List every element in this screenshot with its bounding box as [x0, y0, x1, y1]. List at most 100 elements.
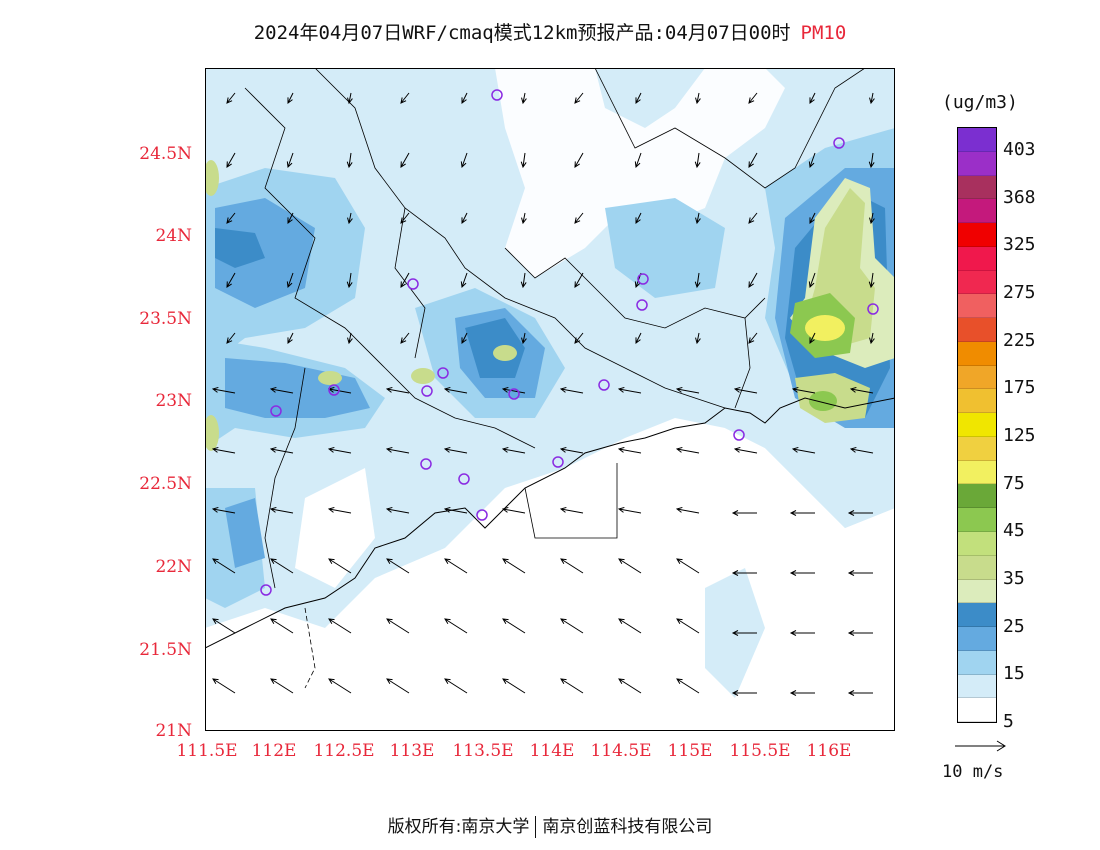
- colorbar-swatch: [958, 270, 996, 295]
- wind-arrow: [868, 152, 875, 169]
- wind-arrow: [789, 510, 815, 516]
- wind-arrow: [675, 506, 700, 514]
- wind-arrow: [444, 678, 468, 694]
- wind-arrow: [461, 92, 468, 105]
- wind-arrows: [211, 92, 875, 696]
- wind-arrow: [212, 558, 236, 574]
- footer-separator: [535, 816, 537, 838]
- wind-arrow: [559, 386, 584, 394]
- colorbar-swatch: [958, 341, 996, 366]
- wind-arrow: [808, 272, 816, 289]
- wind-arrow: [269, 446, 294, 454]
- wind-arrow: [733, 386, 758, 394]
- wind-arrow: [287, 92, 294, 105]
- wind-arrow: [809, 212, 816, 224]
- boundary-6: [264, 367, 306, 589]
- colorbar-label: 25: [1003, 615, 1025, 637]
- wind-arrow: [270, 558, 294, 574]
- station-marker: [598, 379, 610, 391]
- wind-arrow: [574, 332, 584, 344]
- wind-arrow: [521, 332, 527, 345]
- colorbar-label: 368: [1003, 186, 1036, 208]
- station-marker: [328, 384, 340, 396]
- wind-arrow: [676, 558, 700, 574]
- wind-reference-label: 10 m/s: [942, 762, 1004, 782]
- wind-arrow: [617, 386, 642, 394]
- wind-reference-arrow: [955, 740, 1006, 752]
- wind-arrow: [328, 618, 352, 634]
- light-blue-north-east: [605, 198, 725, 298]
- lon-label: 116E: [806, 741, 852, 761]
- wind-arrow: [809, 92, 816, 105]
- station-marker: [270, 405, 282, 417]
- wind-arrow: [347, 212, 353, 225]
- clear-patch-west: [295, 468, 375, 588]
- pm10-concentration-map: [205, 68, 895, 731]
- wind-arrow: [694, 152, 701, 169]
- clear-region-north: [495, 68, 785, 278]
- wind-arrow: [748, 212, 758, 224]
- lon-label: 115E: [667, 741, 713, 761]
- wind-arrow: [731, 690, 757, 696]
- wind-arrow: [676, 618, 700, 634]
- wind-arrow: [520, 272, 527, 289]
- wind-arrow: [521, 92, 527, 105]
- colorbar-swatch: [958, 460, 996, 485]
- wind-arrow: [695, 332, 701, 345]
- green-core-east-south: [809, 391, 837, 411]
- wind-arrow: [501, 446, 526, 454]
- station-marker: [421, 385, 433, 397]
- wind-arrow: [347, 332, 353, 345]
- wind-arrow: [346, 272, 353, 289]
- wind-arrow: [385, 446, 410, 454]
- wind-arrow: [502, 558, 526, 574]
- station-marker: [458, 473, 470, 485]
- wind-arrow: [574, 272, 584, 288]
- wind-arrow: [694, 272, 701, 289]
- wind-arrow: [287, 332, 294, 344]
- wind-arrow: [789, 690, 815, 696]
- wind-arrow: [731, 630, 757, 636]
- colorbar-label: 325: [1003, 234, 1036, 256]
- footer-right: 南京创蓝科技有限公司: [542, 817, 713, 837]
- wind-arrow: [226, 92, 236, 104]
- wind-arrow: [460, 272, 468, 289]
- wind-arrow: [560, 618, 584, 634]
- boundary-5: [734, 317, 751, 409]
- lon-label: 113E: [389, 741, 435, 761]
- footer-left: 版权所有:南京大学: [387, 817, 530, 837]
- wind-arrow: [400, 152, 410, 168]
- wind-arrow: [869, 332, 875, 345]
- wind-arrow: [748, 272, 758, 288]
- lon-label: 112.5E: [313, 741, 375, 761]
- colorbar-label: 15: [1003, 663, 1025, 685]
- wind-arrow: [444, 618, 468, 634]
- wind-arrow: [226, 332, 236, 344]
- wind-arrow: [808, 152, 816, 169]
- colorbar-swatch: [958, 508, 996, 533]
- boundary-1: [244, 87, 536, 449]
- wind-arrow: [226, 272, 236, 288]
- wind-arrow: [695, 92, 701, 105]
- wind-arrow: [212, 678, 236, 694]
- wind-arrow: [269, 386, 294, 394]
- colorbar-label: 403: [1003, 138, 1036, 160]
- title-main: 2024年04月07日WRF/cmaq模式12km预报产品:04月07日00时: [253, 22, 791, 44]
- wind-arrow: [847, 690, 873, 696]
- wind-arrow: [849, 446, 874, 454]
- wind-arrow: [559, 506, 584, 514]
- station-marker: [476, 509, 488, 521]
- lon-label: 111.5E: [176, 741, 238, 761]
- colorbar-label: 125: [1003, 424, 1036, 446]
- wind-arrow: [400, 272, 410, 288]
- copyright-footer: 版权所有:南京大学 南京创蓝科技有限公司: [0, 812, 1100, 838]
- colorbar-swatch: [958, 650, 996, 675]
- wind-arrow: [286, 152, 294, 169]
- wind-arrow: [675, 386, 700, 394]
- colorbar-swatch: [958, 365, 996, 390]
- boundary-box: [524, 463, 618, 539]
- colorbar-swatch: [958, 627, 996, 651]
- wind-arrow: [847, 570, 873, 576]
- wind-arrow: [501, 386, 526, 394]
- colorbar-swatch: [958, 579, 996, 604]
